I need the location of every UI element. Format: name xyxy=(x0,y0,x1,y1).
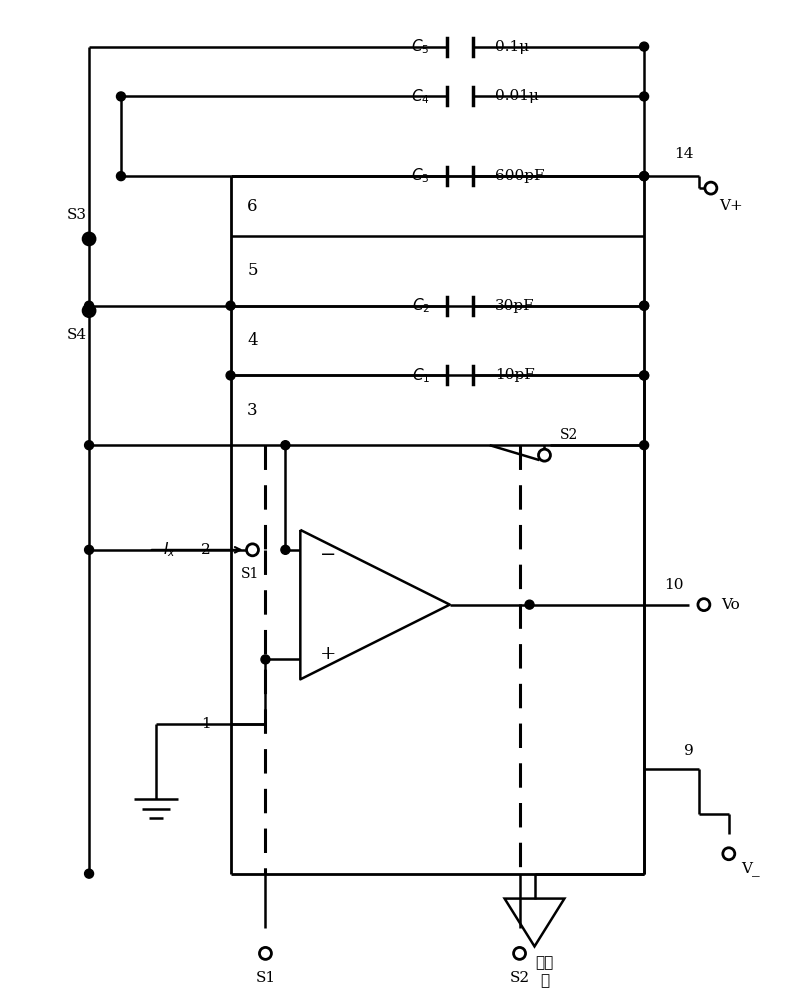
Text: $C_1$: $C_1$ xyxy=(412,366,430,385)
Circle shape xyxy=(84,869,94,878)
Text: 2: 2 xyxy=(201,543,211,557)
Text: S4: S4 xyxy=(67,328,87,342)
Text: 30pF: 30pF xyxy=(495,299,534,313)
Text: S2: S2 xyxy=(560,428,578,442)
Circle shape xyxy=(116,172,125,181)
Text: S2: S2 xyxy=(509,971,530,985)
Circle shape xyxy=(84,234,94,243)
Circle shape xyxy=(640,172,648,181)
Text: $C_4$: $C_4$ xyxy=(411,87,430,106)
Circle shape xyxy=(281,441,290,450)
Text: 数字: 数字 xyxy=(535,956,553,970)
Circle shape xyxy=(640,441,648,450)
Text: $C_3$: $C_3$ xyxy=(412,167,430,185)
Circle shape xyxy=(84,301,94,310)
Text: $C_2$: $C_2$ xyxy=(412,296,430,315)
Text: 1: 1 xyxy=(201,717,211,731)
Circle shape xyxy=(538,449,550,461)
Circle shape xyxy=(640,301,648,310)
Circle shape xyxy=(640,42,648,51)
Circle shape xyxy=(640,371,648,380)
Circle shape xyxy=(640,172,648,181)
Text: −: − xyxy=(320,546,336,564)
Text: 10: 10 xyxy=(664,578,684,592)
Circle shape xyxy=(640,371,648,380)
Text: Vo: Vo xyxy=(721,598,740,612)
Circle shape xyxy=(83,305,95,317)
Text: $I_x$: $I_x$ xyxy=(163,540,176,559)
Circle shape xyxy=(514,947,526,959)
Circle shape xyxy=(261,655,270,664)
Circle shape xyxy=(260,947,272,959)
Text: S3: S3 xyxy=(67,208,87,222)
Circle shape xyxy=(640,92,648,101)
Text: 9: 9 xyxy=(684,744,694,758)
Text: 地: 地 xyxy=(540,974,549,988)
Text: 0.1μ: 0.1μ xyxy=(495,40,529,54)
Text: 0.01μ: 0.01μ xyxy=(495,89,538,103)
Text: 10pF: 10pF xyxy=(495,368,534,382)
Text: 600pF: 600pF xyxy=(495,169,544,183)
Circle shape xyxy=(226,301,235,310)
Text: +: + xyxy=(320,645,337,663)
Circle shape xyxy=(698,599,710,611)
Text: V_: V_ xyxy=(741,861,759,876)
Circle shape xyxy=(640,301,648,310)
Text: 3: 3 xyxy=(247,402,258,419)
Circle shape xyxy=(226,371,235,380)
Text: 4: 4 xyxy=(247,332,258,349)
Circle shape xyxy=(116,92,125,101)
Circle shape xyxy=(281,545,290,554)
Circle shape xyxy=(246,544,258,556)
Circle shape xyxy=(705,182,717,194)
Circle shape xyxy=(525,600,534,609)
Text: 6: 6 xyxy=(247,198,258,215)
Text: 5: 5 xyxy=(247,262,258,279)
Circle shape xyxy=(84,545,94,554)
Text: S1: S1 xyxy=(242,567,260,581)
Text: 14: 14 xyxy=(674,147,694,161)
Text: V+: V+ xyxy=(719,199,743,213)
Circle shape xyxy=(84,306,94,315)
Circle shape xyxy=(84,441,94,450)
Text: S1: S1 xyxy=(256,971,275,985)
Text: $C_5$: $C_5$ xyxy=(412,37,430,56)
Circle shape xyxy=(722,848,735,860)
Circle shape xyxy=(83,233,95,245)
